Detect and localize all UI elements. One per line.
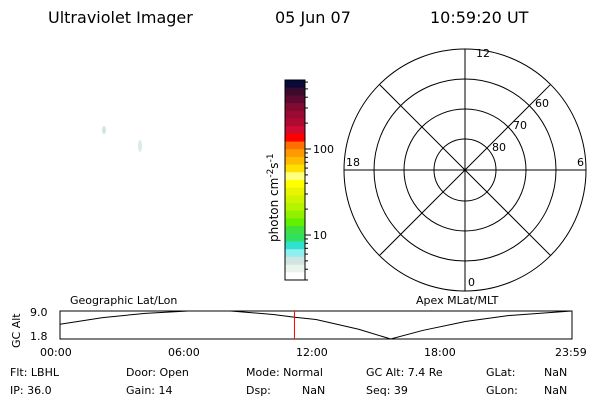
gcalt-status: GC Alt: 7.4 Re: [366, 366, 443, 379]
colorbar-band: [285, 149, 305, 158]
colorbar-band: [285, 264, 305, 273]
colorbar-band: [285, 156, 305, 166]
colorbar-band: [285, 195, 305, 204]
image-speck: [138, 140, 142, 152]
xtick-0000: 00:00: [40, 346, 72, 359]
mlt-label-12: 12: [476, 47, 490, 60]
colorbar-band: [285, 172, 305, 181]
colorbar-label-exp2: -1: [266, 153, 276, 163]
geographic-label: Geographic Lat/Lon: [70, 294, 178, 307]
colorbar-band: [285, 103, 305, 112]
dsp-value: NaN: [302, 384, 326, 397]
polar-plot: [343, 48, 587, 292]
image-speck: [102, 126, 106, 134]
colorbar-band: [285, 256, 305, 266]
lat-label-80: 80: [492, 141, 506, 154]
colorbar-tick-100: 100: [313, 143, 334, 156]
time-label: 10:59:20 UT: [430, 8, 529, 27]
seq-status: Seq: 39: [366, 384, 408, 397]
door-status: Door: Open: [126, 366, 189, 379]
date-label: 05 Jun 07: [275, 8, 351, 27]
instrument-title: Ultraviolet Imager: [48, 8, 193, 27]
ymax-label: 9.0: [30, 306, 48, 319]
colorbar-band: [285, 164, 305, 173]
colorbar: [284, 79, 311, 281]
xtick-1800: 18:00: [424, 346, 456, 359]
colorbar-band: [285, 272, 305, 281]
colorbar-band: [285, 141, 305, 150]
colorbar-band: [285, 95, 305, 104]
xtick-2359: 23:59: [555, 346, 587, 359]
altitude-timeline: [59, 310, 573, 340]
xtick-1200: 12:00: [296, 346, 328, 359]
filter-status: Flt: LBHL: [10, 366, 59, 379]
glon-value: NaN: [544, 384, 568, 397]
timeline-frame: [59, 310, 573, 340]
colorbar-band: [285, 110, 305, 119]
colorbar-label-mid: s: [267, 162, 281, 169]
colorbar-band: [285, 226, 305, 235]
colorbar-frame: [284, 79, 306, 281]
ymin-label: 1.8: [30, 330, 48, 343]
colorbar-band: [285, 249, 305, 258]
gain-status: Gain: 14: [126, 384, 173, 397]
ip-status: IP: 36.0: [10, 384, 52, 397]
mlt-label-6: 6: [577, 156, 584, 169]
mode-status: Mode: Normal: [246, 366, 323, 379]
timeline-ylabel: GC Alt: [10, 313, 23, 348]
colorbar-band: [285, 180, 305, 189]
colorbar-band: [285, 187, 305, 196]
mlt-diagonal: [379, 84, 551, 256]
colorbar-band: [285, 126, 305, 135]
colorbar-label-exp1: -2: [266, 168, 276, 178]
colorbar-band: [285, 241, 305, 250]
colorbar-band: [285, 233, 305, 243]
lat-label-60: 60: [535, 97, 549, 110]
mlt-label-0: 0: [468, 276, 475, 289]
glat-value: NaN: [544, 366, 568, 379]
colorbar-band: [285, 133, 305, 143]
colorbar-band: [285, 118, 305, 127]
xtick-0600: 06:00: [168, 346, 200, 359]
colorbar-band: [285, 203, 305, 212]
altitude-curve: [59, 310, 572, 340]
colorbar-band: [285, 80, 305, 89]
lat-label-70: 70: [513, 119, 527, 132]
colorbar-band: [285, 210, 305, 219]
colorbar-band: [285, 218, 305, 227]
mlt-label-18: 18: [346, 156, 360, 169]
colorbar-label: photon cm-2s-1: [266, 153, 281, 242]
glon-label: GLon:: [486, 384, 518, 397]
glat-label: GLat:: [486, 366, 516, 379]
colorbar-tick-10: 10: [313, 229, 327, 242]
auroral-image: [102, 126, 142, 152]
apex-label: Apex MLat/MLT: [416, 294, 499, 307]
dsp-label: Dsp:: [246, 384, 271, 397]
colorbar-band: [285, 87, 305, 96]
colorbar-label-text: photon cm: [267, 177, 281, 242]
